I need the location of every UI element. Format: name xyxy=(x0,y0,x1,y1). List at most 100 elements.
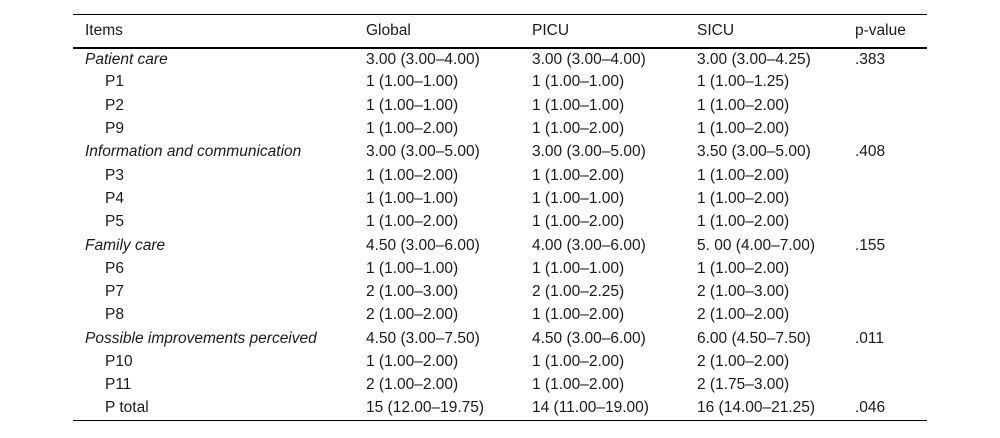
p-value-cell xyxy=(855,94,927,117)
item-label-cell: P total xyxy=(105,399,149,417)
item-label-cell: Possible improvements perceived xyxy=(85,329,317,347)
item-label-cell: P9 xyxy=(105,120,124,138)
sicu-cell: 2 (1.75–3.00) xyxy=(697,376,790,394)
p-value-cell xyxy=(855,350,927,373)
sicu-cell: 1 (1.00–2.00) xyxy=(697,96,790,114)
sicu-cell: 6.00 (4.50–7.50) xyxy=(697,329,811,347)
global-cell: 4.50 (3.00–6.00) xyxy=(366,236,480,254)
p-value-cell xyxy=(855,257,927,280)
table-row: P4 1 (1.00–1.00) 1 (1.00–1.00) 1 (1.00–2… xyxy=(73,187,927,210)
global-cell: 2 (1.00–3.00) xyxy=(366,283,459,301)
table-row: P2 1 (1.00–1.00) 1 (1.00–1.00) 1 (1.00–2… xyxy=(73,94,927,117)
global-cell: 1 (1.00–1.00) xyxy=(366,73,459,91)
picu-cell: 1 (1.00–2.00) xyxy=(532,120,625,138)
sicu-cell: 5. 00 (4.00–7.00) xyxy=(697,236,816,254)
sicu-cell: 1 (1.00–2.00) xyxy=(697,120,790,138)
p-value-cell: .046 xyxy=(855,399,886,417)
p-value-cell xyxy=(855,374,927,397)
global-cell: 3.00 (3.00–5.00) xyxy=(366,143,480,161)
item-label-cell: P1 xyxy=(105,73,124,91)
table-row: P1 1 (1.00–1.00) 1 (1.00–1.00) 1 (1.00–1… xyxy=(73,71,927,94)
item-label-cell: P7 xyxy=(105,283,124,301)
table-row: P total 15 (12.00–19.75) 14 (11.00–19.00… xyxy=(73,397,927,420)
p-value-cell xyxy=(855,117,927,140)
global-cell: 1 (1.00–1.00) xyxy=(366,189,459,207)
table-row: Patient care 3.00 (3.00–4.00) 3.00 (3.00… xyxy=(73,48,927,71)
picu-cell: 4.00 (3.00–6.00) xyxy=(532,236,646,254)
item-label-cell: P3 xyxy=(105,166,124,184)
sicu-cell: 2 (1.00–2.00) xyxy=(697,306,790,324)
table-row: P11 2 (1.00–2.00) 1 (1.00–2.00) 2 (1.75–… xyxy=(73,374,927,397)
table-row: P5 1 (1.00–2.00) 1 (1.00–2.00) 1 (1.00–2… xyxy=(73,211,927,234)
item-label-cell: Patient care xyxy=(85,50,168,68)
picu-cell: 1 (1.00–2.00) xyxy=(532,353,625,370)
sicu-cell: 3.50 (3.00–5.00) xyxy=(697,143,811,161)
picu-cell: 4.50 (3.00–6.00) xyxy=(532,329,646,347)
global-cell: 2 (1.00–2.00) xyxy=(366,306,459,324)
picu-cell: 3.00 (3.00–5.00) xyxy=(532,143,646,161)
item-label-cell: P8 xyxy=(105,306,124,324)
global-cell: 1 (1.00–2.00) xyxy=(366,166,459,184)
sicu-cell: 3.00 (3.00–4.25) xyxy=(697,50,811,68)
p-value-cell xyxy=(855,187,927,210)
p-value-cell: .011 xyxy=(855,329,885,347)
global-cell: 1 (1.00–2.00) xyxy=(366,213,459,231)
table-row: P10 1 (1.00–2.00) 1 (1.00–2.00) 2 (1.00–… xyxy=(73,350,927,373)
item-label-cell: Information and communication xyxy=(85,143,302,161)
table-row: P3 1 (1.00–2.00) 1 (1.00–2.00) 1 (1.00–2… xyxy=(73,164,927,187)
p-value-cell xyxy=(855,164,927,187)
item-label-cell: Family care xyxy=(85,236,166,254)
sicu-cell: 1 (1.00–2.00) xyxy=(697,213,790,231)
picu-cell: 1 (1.00–1.00) xyxy=(532,96,625,114)
table-row: Possible improvements perceived 4.50 (3.… xyxy=(73,327,927,350)
picu-cell: 1 (1.00–1.00) xyxy=(532,73,625,91)
p-value-cell xyxy=(855,280,927,303)
picu-cell: 1 (1.00–2.00) xyxy=(532,306,625,324)
picu-cell: 1 (1.00–2.00) xyxy=(532,166,625,184)
table-row: Family care 4.50 (3.00–6.00) 4.00 (3.00–… xyxy=(73,234,927,257)
sicu-cell: 1 (1.00–2.00) xyxy=(697,259,790,277)
item-label-cell: P4 xyxy=(105,189,124,207)
table-row: P9 1 (1.00–2.00) 1 (1.00–2.00) 1 (1.00–2… xyxy=(73,117,927,140)
item-label-cell: P5 xyxy=(105,213,124,231)
sicu-cell: 2 (1.00–2.00) xyxy=(697,353,790,370)
global-cell: 2 (1.00–2.00) xyxy=(366,376,459,394)
picu-cell: 14 (11.00–19.00) xyxy=(532,399,649,417)
global-cell: 1 (1.00–1.00) xyxy=(366,259,459,277)
global-cell: 1 (1.00–2.00) xyxy=(366,120,459,138)
p-value-cell: .408 xyxy=(855,143,886,161)
sicu-cell: 16 (14.00–21.25) xyxy=(697,399,816,417)
paper-table: Items Global PICU SICU p-value Patient c… xyxy=(73,14,927,421)
picu-cell: 1 (1.00–2.00) xyxy=(532,213,625,231)
global-cell: 15 (12.00–19.75) xyxy=(366,399,485,417)
p-value-cell: .383 xyxy=(855,50,886,68)
picu-cell: 2 (1.00–2.25) xyxy=(532,283,625,301)
summary-statistics-table: Items Global PICU SICU p-value Patient c… xyxy=(73,14,927,421)
picu-cell: 1 (1.00–1.00) xyxy=(532,259,625,277)
table-row: P8 2 (1.00–2.00) 1 (1.00–2.00) 2 (1.00–2… xyxy=(73,304,927,327)
sicu-cell: 1 (1.00–2.00) xyxy=(697,166,790,184)
item-label-cell: P2 xyxy=(105,96,124,114)
picu-cell: 1 (1.00–2.00) xyxy=(532,376,625,394)
global-cell: 1 (1.00–1.00) xyxy=(366,96,459,114)
col-header-picu: PICU xyxy=(532,14,697,49)
item-label-cell: P11 xyxy=(105,376,132,394)
global-cell: 3.00 (3.00–4.00) xyxy=(366,50,480,68)
item-label-cell: P6 xyxy=(105,259,124,277)
item-label-cell: P10 xyxy=(105,353,133,370)
col-header-p-value: p-value xyxy=(855,14,927,49)
table-row: Information and communication 3.00 (3.00… xyxy=(73,141,927,164)
p-value-cell xyxy=(855,304,927,327)
col-header-sicu: SICU xyxy=(697,14,855,49)
sicu-cell: 1 (1.00–2.00) xyxy=(697,189,790,207)
picu-cell: 3.00 (3.00–4.00) xyxy=(532,50,646,68)
sicu-cell: 1 (1.00–1.25) xyxy=(697,73,790,91)
picu-cell: 1 (1.00–1.00) xyxy=(532,189,625,207)
sicu-cell: 2 (1.00–3.00) xyxy=(697,283,790,301)
table-row: P7 2 (1.00–3.00) 2 (1.00–2.25) 2 (1.00–3… xyxy=(73,280,927,303)
table-row: P6 1 (1.00–1.00) 1 (1.00–1.00) 1 (1.00–2… xyxy=(73,257,927,280)
global-cell: 4.50 (3.00–7.50) xyxy=(366,329,480,347)
header-row: Items Global PICU SICU p-value xyxy=(73,14,927,49)
p-value-cell xyxy=(855,211,927,234)
global-cell: 1 (1.00–2.00) xyxy=(366,353,459,370)
